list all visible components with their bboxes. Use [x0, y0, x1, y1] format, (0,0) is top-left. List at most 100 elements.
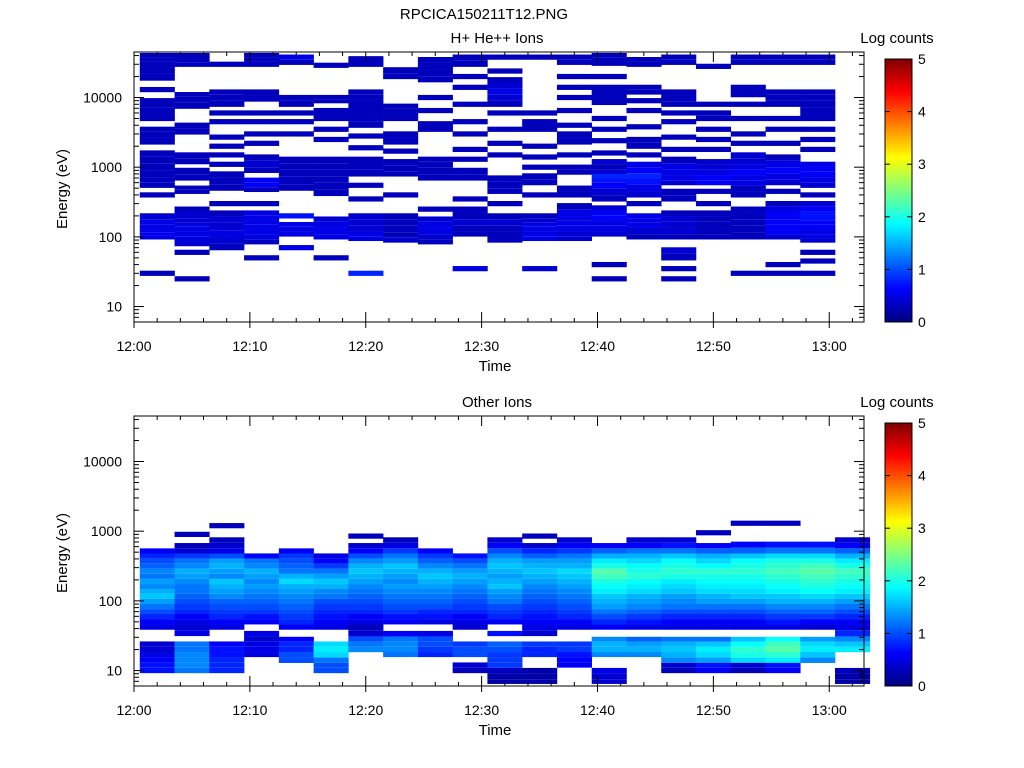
heatmap-cell [348, 641, 384, 647]
heatmap-cell [522, 573, 558, 579]
heatmap-cell [591, 641, 627, 647]
heatmap-cell [348, 584, 384, 589]
heatmap-cell [139, 270, 175, 276]
heatmap-cell [417, 161, 453, 168]
heatmap-cell [139, 156, 175, 164]
heatmap-cell [661, 568, 697, 574]
heatmap-cell [695, 136, 732, 143]
heatmap-cell [139, 114, 175, 122]
heatmap-cell [348, 114, 384, 122]
heatmap-cell [591, 679, 627, 684]
heatmap-cell [765, 59, 801, 65]
heatmap-cell [383, 67, 419, 74]
heatmap-cell [174, 568, 210, 574]
heatmap-cell [487, 140, 523, 146]
heatmap-cell [244, 95, 280, 102]
heatmap-cell [800, 657, 836, 663]
heatmap-cell [591, 220, 627, 226]
heatmap-cell [591, 613, 627, 620]
heatmap-cell [383, 165, 419, 172]
heatmap-cell [556, 558, 592, 564]
heatmap-cell [487, 573, 523, 579]
heatmap-cell [174, 167, 210, 175]
heatmap-cell [800, 578, 836, 585]
colorbar-label: Log counts [860, 394, 933, 411]
heatmap-cell [383, 171, 419, 177]
heatmap-cell [730, 553, 766, 559]
heatmap-cell [313, 234, 349, 240]
heatmap-cell [209, 201, 245, 207]
heatmap-cell [556, 548, 592, 554]
heatmap-cell [800, 224, 836, 230]
heatmap-cell [139, 57, 175, 62]
heatmap-cell [800, 613, 836, 620]
heatmap-cell [556, 185, 592, 192]
heatmap-cell [278, 657, 314, 663]
heatmap-cell [383, 232, 419, 238]
heatmap-cell [313, 221, 349, 228]
heatmap-cell [139, 150, 175, 157]
x-tick-label: 12:00 [116, 702, 151, 718]
heatmap-cell [417, 57, 453, 63]
heatmap-cell [661, 641, 697, 647]
heatmap-cell [139, 235, 175, 240]
heatmap-cell [209, 143, 245, 149]
heatmap-cell [139, 573, 175, 579]
heatmap-cell [661, 210, 697, 217]
heatmap-cell [244, 224, 280, 230]
heatmap-cell [661, 163, 697, 170]
heatmap-cell [174, 96, 210, 103]
heatmap-cell [313, 558, 349, 564]
heatmap-cell [174, 206, 210, 213]
heatmap-cell [452, 60, 488, 67]
heatmap-cell [348, 636, 384, 642]
heatmap-cell [174, 102, 210, 109]
heatmap-cell [174, 613, 210, 620]
heatmap-cell [313, 99, 349, 104]
heatmap-cell [487, 188, 523, 194]
heatmap-cell [695, 110, 732, 116]
heatmap-cell [556, 609, 592, 614]
heatmap-cell [209, 237, 245, 244]
heatmap-cell [591, 598, 627, 604]
heatmap-cell [522, 222, 558, 227]
heatmap-cell [278, 598, 314, 604]
figure-title: RPCICA150211T12.PNG [400, 6, 568, 23]
heatmap-cell [730, 158, 766, 165]
panel-other-ions: Other Ions 12:00 12:10 12:20 12:30 12:40 12:5… [54, 394, 934, 739]
heatmap-cell [313, 255, 349, 261]
heatmap-cell [591, 609, 627, 614]
heatmap-cell [313, 652, 349, 658]
x-tick-label: 12:00 [116, 338, 151, 354]
heatmap-cell [730, 588, 766, 594]
heatmap-cell [487, 537, 523, 543]
heatmap-cell [174, 619, 210, 625]
heatmap-cell [348, 99, 384, 107]
colorbar-gradient [885, 59, 912, 322]
heatmap-cell [383, 548, 419, 554]
heatmap-cell [695, 563, 732, 569]
heatmap-cell [835, 578, 871, 585]
heatmap-cell [174, 122, 210, 129]
heatmap-cell [417, 630, 453, 637]
heatmap-cell [626, 568, 662, 574]
heatmap-cell [174, 231, 210, 237]
heatmap-cell [244, 636, 280, 642]
heatmap-cell [139, 553, 175, 559]
heatmap-cell [556, 598, 592, 604]
heatmap-cell [591, 578, 627, 585]
heatmap-cell [174, 152, 210, 159]
heatmap-cell [452, 667, 488, 674]
heatmap-cell [626, 218, 662, 223]
heatmap-cell [522, 154, 558, 160]
heatmap-cell [209, 619, 245, 625]
heatmap-cell [730, 624, 766, 630]
heatmap-cell [591, 195, 627, 202]
heatmap-cell [626, 578, 662, 585]
heatmap-cell [661, 603, 697, 610]
heatmap-cell [174, 641, 210, 647]
heatmap-cell [139, 662, 175, 668]
heatmap-cell [765, 588, 801, 594]
heatmap-cell [661, 253, 697, 261]
heatmap-cell [139, 563, 175, 569]
